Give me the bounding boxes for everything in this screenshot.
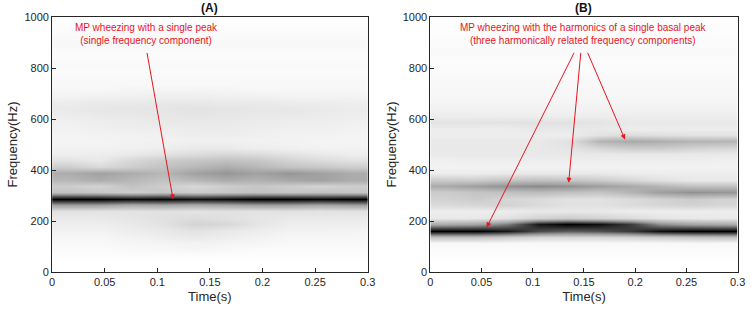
svg-text:0: 0	[43, 266, 49, 278]
svg-text:600: 600	[31, 113, 49, 125]
svg-text:MP wheezing with a single peak: MP wheezing with a single peak(single fr…	[75, 22, 218, 46]
svg-text:MP wheezing with the harmonics: MP wheezing with the harmonics of a sing…	[460, 22, 707, 46]
svg-text:600: 600	[409, 113, 427, 125]
svg-text:0.15: 0.15	[199, 276, 220, 288]
svg-text:Time(s): Time(s)	[562, 289, 606, 304]
svg-text:Time(s): Time(s)	[188, 289, 232, 304]
svg-text:0.2: 0.2	[255, 276, 270, 288]
svg-text:0.25: 0.25	[676, 276, 697, 288]
svg-text:0.05: 0.05	[471, 276, 492, 288]
svg-text:400: 400	[409, 164, 427, 176]
svg-text:200: 200	[409, 215, 427, 227]
svg-text:0.3: 0.3	[360, 276, 375, 288]
svg-text:800: 800	[409, 62, 427, 74]
svg-text:0.1: 0.1	[525, 276, 540, 288]
svg-text:1000: 1000	[403, 11, 427, 23]
svg-text:200: 200	[31, 215, 49, 227]
svg-text:0.05: 0.05	[94, 276, 115, 288]
svg-text:(B): (B)	[575, 1, 592, 15]
svg-text:0.25: 0.25	[304, 276, 325, 288]
svg-text:0.15: 0.15	[573, 276, 594, 288]
svg-text:0: 0	[421, 266, 427, 278]
svg-text:0: 0	[427, 276, 433, 288]
svg-text:400: 400	[31, 164, 49, 176]
svg-text:(A): (A)	[201, 1, 218, 15]
svg-text:Frequency(Hz): Frequency(Hz)	[5, 102, 20, 188]
svg-text:800: 800	[31, 62, 49, 74]
svg-text:1000: 1000	[24, 11, 48, 23]
svg-text:Frequency(Hz): Frequency(Hz)	[384, 102, 399, 188]
svg-text:0.2: 0.2	[628, 276, 643, 288]
svg-text:0.1: 0.1	[150, 276, 165, 288]
svg-text:0.3: 0.3	[730, 276, 745, 288]
svg-text:0: 0	[49, 276, 55, 288]
